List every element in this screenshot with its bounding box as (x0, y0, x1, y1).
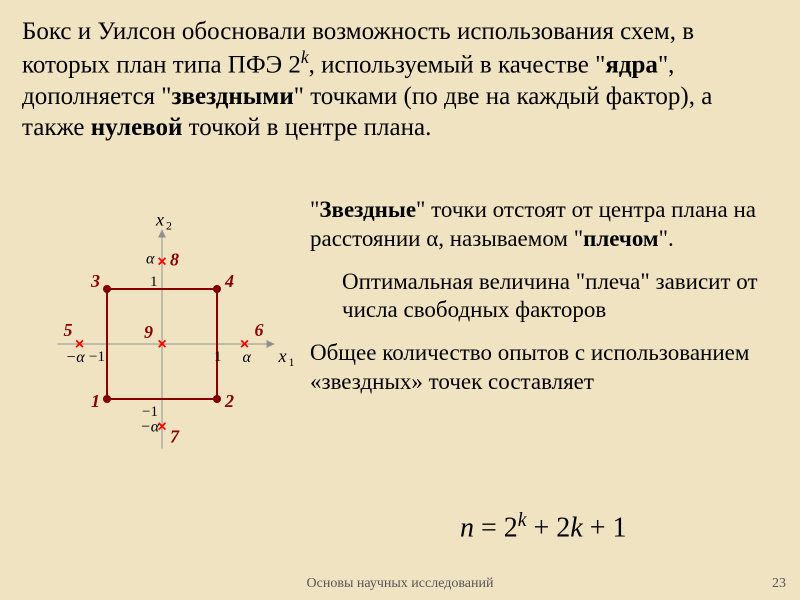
svg-text:−1: −1 (89, 349, 105, 365)
svg-text:1: 1 (214, 349, 222, 365)
star-t3: ". (659, 226, 674, 251)
svg-text:4: 4 (224, 271, 234, 291)
svg-text:5: 5 (64, 320, 73, 340)
svg-text:α: α (146, 251, 155, 268)
svg-text:9: 9 (144, 322, 153, 342)
para-opt: Оптимальная величина "плеча" зависит от … (342, 268, 780, 326)
svg-text:×: × (157, 254, 166, 271)
svg-text:3: 3 (90, 271, 100, 291)
svg-text:1: 1 (150, 274, 158, 290)
star-b2: плечом (583, 226, 659, 251)
intro-core: ядра (605, 52, 658, 79)
svg-text:−α: −α (140, 419, 160, 436)
svg-text:2: 2 (224, 391, 234, 411)
intro-part5: точкой в центре плана. (182, 114, 431, 141)
svg-text:7: 7 (170, 427, 180, 447)
svg-text:α: α (243, 349, 252, 366)
svg-text:2: 2 (166, 219, 172, 233)
svg-text:−α: −α (66, 349, 86, 366)
svg-text:x: x (155, 210, 164, 230)
svg-text:8: 8 (170, 250, 179, 270)
svg-text:1: 1 (289, 355, 295, 369)
intro-exponent: k (301, 47, 309, 67)
page-number: 23 (772, 576, 786, 592)
svg-text:×: × (157, 336, 166, 353)
para-total: Общее количество опытов с использованием… (310, 339, 780, 397)
footer: Основы научных исследований (0, 576, 800, 592)
star-t1: " (310, 197, 319, 222)
intro-star: звездными (172, 83, 294, 110)
formula: n = 2k + 2k + 1 (460, 510, 760, 544)
intro-null: нулевой (91, 114, 183, 141)
svg-text:6: 6 (255, 320, 264, 340)
star-b1: Звездные (319, 197, 416, 222)
ccd-diagram: ×××××1−11−1α−αα−αx1x2123456789 (22, 196, 302, 486)
svg-text:1: 1 (91, 391, 100, 411)
intro-part2: , используемый в качестве " (309, 52, 606, 79)
svg-text:x: x (278, 346, 287, 366)
